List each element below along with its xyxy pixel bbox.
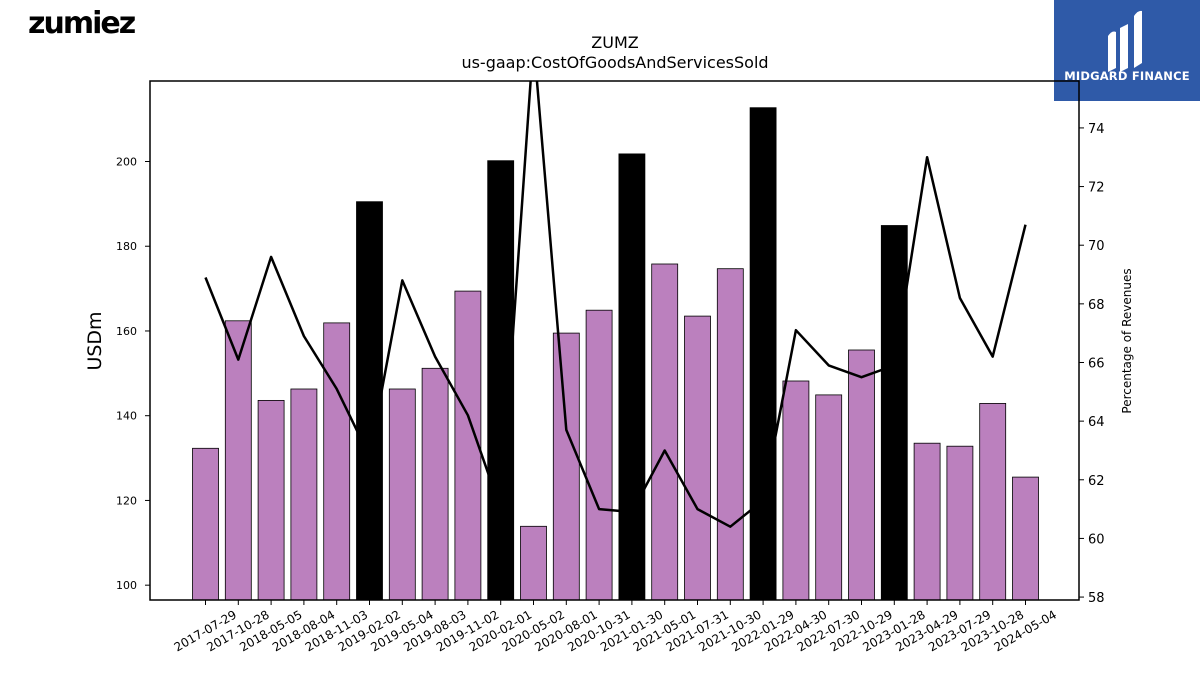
plot-area: 1001201401601802005860626466687072742017… — [116, 81, 1105, 654]
zumiez-logo: zumiez — [28, 6, 136, 41]
bar — [290, 388, 318, 600]
y2-tick-label: 62 — [1088, 474, 1105, 489]
chart-title: ZUMZ — [591, 33, 638, 52]
bar-highlighted — [880, 225, 908, 600]
midgard-finance-logo: MIDGARD FINANCE — [1054, 0, 1200, 101]
y2-tick-label: 60 — [1088, 532, 1105, 547]
bar — [192, 447, 219, 600]
bar — [716, 268, 744, 600]
bar — [684, 315, 711, 600]
bar-highlighted — [356, 201, 383, 600]
y2-tick-label: 58 — [1088, 591, 1105, 606]
y-tick-label: 120 — [116, 494, 137, 507]
midgard-brand-text: MIDGARD FINANCE — [1064, 69, 1190, 83]
y-tick-label: 100 — [116, 579, 137, 592]
y-tick-label: 140 — [116, 410, 137, 423]
chart-subtitle: us-gaap:CostOfGoodsAndServicesSold — [461, 53, 768, 72]
y-tick-label: 200 — [116, 155, 137, 168]
bar — [323, 322, 351, 600]
bar — [815, 394, 843, 600]
bar — [224, 320, 252, 600]
bar — [1012, 476, 1039, 600]
y-tick-label: 180 — [116, 240, 137, 253]
y2-axis-label: Percentage of Revenues — [1120, 268, 1134, 413]
y2-tick-label: 72 — [1088, 181, 1105, 196]
bar — [552, 332, 580, 600]
percentage-line — [204, 81, 1027, 528]
bar — [782, 380, 810, 600]
y2-tick-label: 64 — [1088, 415, 1105, 430]
plot-frame — [149, 80, 1080, 601]
y-axis-label: USDm — [84, 311, 106, 370]
y2-tick-label: 68 — [1088, 298, 1105, 313]
bar — [454, 290, 482, 600]
bar — [585, 309, 613, 600]
bar — [848, 349, 875, 600]
y2-tick-label: 74 — [1088, 122, 1105, 137]
bar — [520, 525, 547, 600]
bar — [979, 402, 1007, 600]
bar-highlighted — [749, 107, 777, 600]
y-tick-label: 160 — [116, 325, 137, 338]
midgard-mark-icon — [1054, 0, 1200, 101]
y2-tick-label: 66 — [1088, 356, 1105, 371]
bar — [946, 445, 974, 600]
bar — [421, 367, 449, 600]
bar — [388, 388, 416, 600]
bar — [913, 442, 941, 600]
bar — [651, 263, 679, 600]
y2-tick-label: 70 — [1088, 239, 1105, 254]
bar — [257, 399, 285, 600]
bar-highlighted — [618, 153, 646, 600]
